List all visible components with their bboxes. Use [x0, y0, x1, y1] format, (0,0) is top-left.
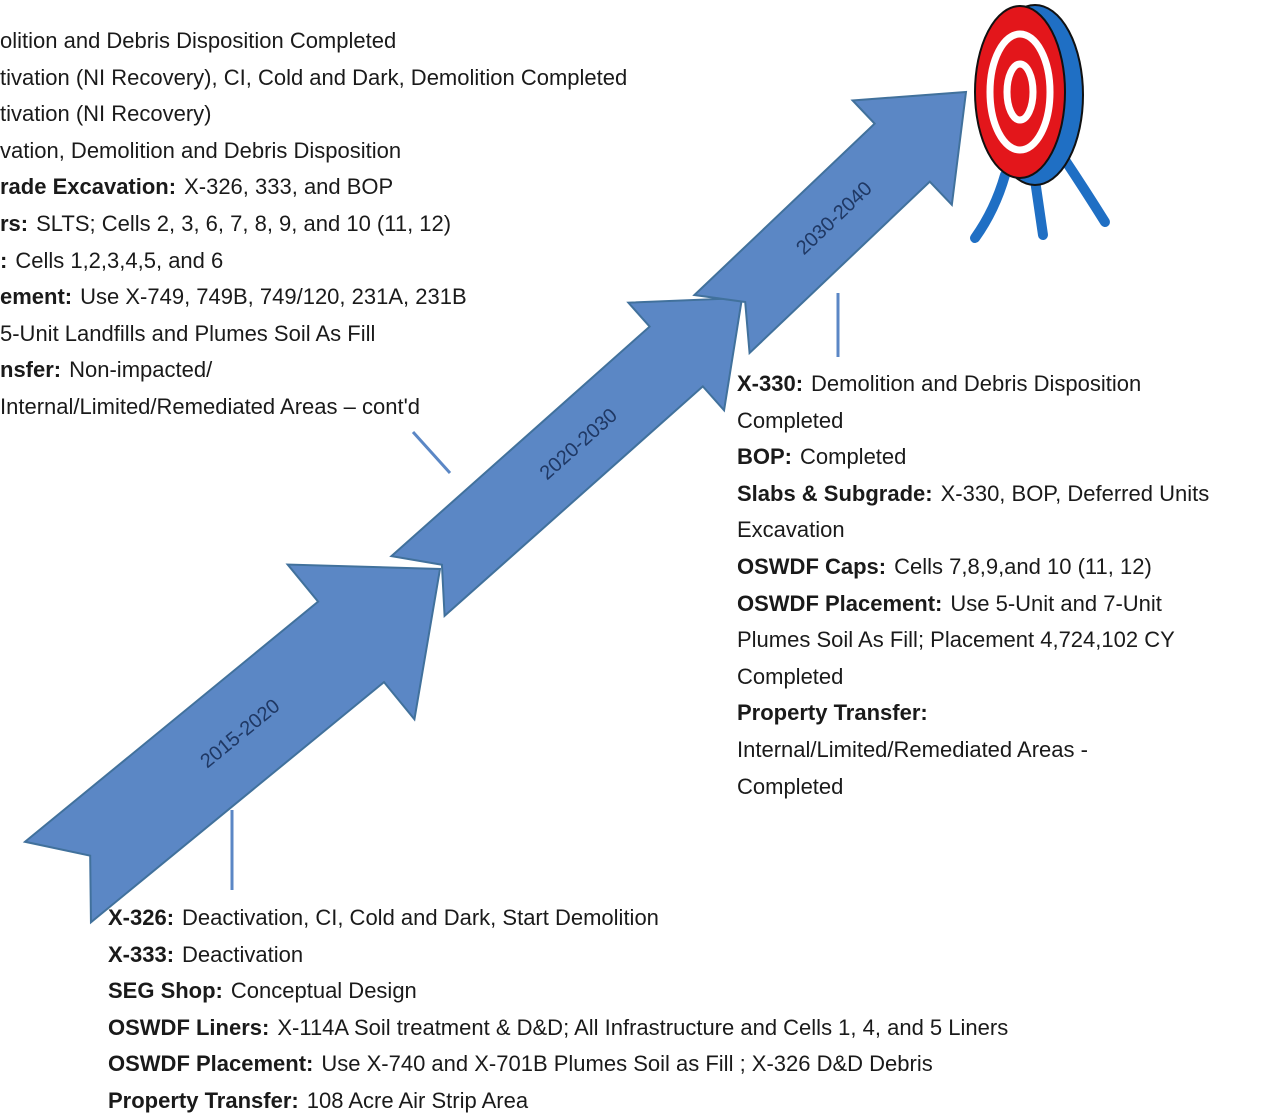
line-text: Deactivation, CI, Cold and Dark, Start D…: [182, 905, 659, 930]
line-text: olition and Debris Disposition Completed: [0, 28, 396, 53]
line-text: Non-impacted/: [69, 357, 212, 382]
line-label: OSWDF Caps:: [737, 554, 886, 579]
line-label: :: [0, 248, 7, 273]
text-line: Plumes Soil As Fill; Placement 4,724,102…: [737, 622, 1209, 659]
line-text: X-326, 333, and BOP: [184, 174, 393, 199]
line-text: Completed: [737, 774, 843, 799]
text-line: Internal/Limited/Remediated Areas -: [737, 732, 1209, 769]
top-text: olition and Debris Disposition Completed…: [0, 23, 627, 426]
text-line: X-333: Deactivation: [108, 937, 1008, 974]
text-line: Property Transfer:: [737, 695, 1209, 732]
text-line: Property Transfer: 108 Acre Air Strip Are…: [108, 1083, 1008, 1120]
line-label: OSWDF Liners:: [108, 1015, 269, 1040]
leader-line: [413, 432, 450, 473]
text-line: X-326: Deactivation, CI, Cold and Dark, S…: [108, 900, 1008, 937]
line-text: Internal/Limited/Remediated Areas – cont…: [0, 394, 420, 419]
text-line: Completed: [737, 403, 1209, 440]
line-text: Conceptual Design: [231, 978, 417, 1003]
text-line: : Cells 1,2,3,4,5, and 6: [0, 243, 627, 280]
bottom-text: X-326: Deactivation, CI, Cold and Dark, S…: [108, 900, 1008, 1120]
line-text: Cells 1,2,3,4,5, and 6: [15, 248, 223, 273]
text-line: tivation (NI Recovery): [0, 96, 627, 133]
text-line: Internal/Limited/Remediated Areas – cont…: [0, 389, 627, 426]
text-line: OSWDF Placement: Use X-740 and X-701B Plu…: [108, 1046, 1008, 1083]
line-label: Property Transfer:: [737, 700, 928, 725]
text-line: tivation (NI Recovery), CI, Cold and Dar…: [0, 60, 627, 97]
text-line: BOP: Completed: [737, 439, 1209, 476]
line-label: BOP:: [737, 444, 792, 469]
line-text: vation, Demolition and Debris Dispositio…: [0, 138, 401, 163]
line-text: Use X-740 and X-701B Plumes Soil as Fill…: [321, 1051, 932, 1076]
line-text: Use X-749, 749B, 749/120, 231A, 231B: [80, 284, 467, 309]
text-line: Completed: [737, 659, 1209, 696]
line-text: tivation (NI Recovery): [0, 101, 212, 126]
line-text: Completed: [737, 664, 843, 689]
line-label: X-330:: [737, 371, 803, 396]
line-text: X-330, BOP, Deferred Units: [941, 481, 1210, 506]
line-label: OSWDF Placement:: [108, 1051, 313, 1076]
line-label: X-326:: [108, 905, 174, 930]
text-line: Completed: [737, 769, 1209, 806]
text-line: OSWDF Caps: Cells 7,8,9,and 10 (11, 12): [737, 549, 1209, 586]
line-text: Cells 7,8,9,and 10 (11, 12): [894, 554, 1152, 579]
text-line: OSWDF Liners: X-114A Soil treatment & D&D…: [108, 1010, 1008, 1047]
line-text: Excavation: [737, 517, 845, 542]
text-line: SEG Shop: Conceptual Design: [108, 973, 1008, 1010]
text-line: rs: SLTS; Cells 2, 3, 6, 7, 8, 9, and 10 …: [0, 206, 627, 243]
line-label: Property Transfer:: [108, 1088, 299, 1113]
line-text: Use 5-Unit and 7-Unit: [950, 591, 1162, 616]
line-label: ement:: [0, 284, 72, 309]
line-label: OSWDF Placement:: [737, 591, 942, 616]
line-text: tivation (NI Recovery), CI, Cold and Dar…: [0, 65, 627, 90]
text-line: rade Excavation: X-326, 333, and BOP: [0, 169, 627, 206]
line-text: Completed: [737, 408, 843, 433]
text-line: nsfer: Non-impacted/: [0, 352, 627, 389]
line-label: X-333:: [108, 942, 174, 967]
text-line: ement: Use X-749, 749B, 749/120, 231A, 23…: [0, 279, 627, 316]
line-label: Slabs & Subgrade:: [737, 481, 933, 506]
text-line: Excavation: [737, 512, 1209, 549]
text-line: vation, Demolition and Debris Dispositio…: [0, 133, 627, 170]
text-line: olition and Debris Disposition Completed: [0, 23, 627, 60]
line-text: Demolition and Debris Disposition: [811, 371, 1141, 396]
line-text: SLTS; Cells 2, 3, 6, 7, 8, 9, and 10 (11…: [36, 211, 451, 236]
line-text: Completed: [800, 444, 906, 469]
line-label: SEG Shop:: [108, 978, 223, 1003]
text-line: 5-Unit Landfills and Plumes Soil As Fill: [0, 316, 627, 353]
target: [975, 5, 1105, 238]
line-label: nsfer:: [0, 357, 61, 382]
line-text: X-114A Soil treatment & D&D; All Infrast…: [277, 1015, 1008, 1040]
line-text: Plumes Soil As Fill; Placement 4,724,102…: [737, 627, 1175, 652]
right-text: X-330: Demolition and Debris Disposition C…: [737, 366, 1209, 805]
text-line: X-330: Demolition and Debris Disposition: [737, 366, 1209, 403]
line-text: 5-Unit Landfills and Plumes Soil As Fill: [0, 321, 375, 346]
line-text: Deactivation: [182, 942, 303, 967]
line-label: rs:: [0, 211, 28, 236]
text-line: OSWDF Placement: Use 5-Unit and 7-Unit: [737, 586, 1209, 623]
line-text: 108 Acre Air Strip Area: [307, 1088, 528, 1113]
line-label: rade Excavation:: [0, 174, 176, 199]
line-text: Internal/Limited/Remediated Areas -: [737, 737, 1088, 762]
page: { "top_block": {"lines": [ {"text": "oli…: [0, 0, 1285, 1116]
text-line: Slabs & Subgrade: X-330, BOP, Deferred Un…: [737, 476, 1209, 513]
